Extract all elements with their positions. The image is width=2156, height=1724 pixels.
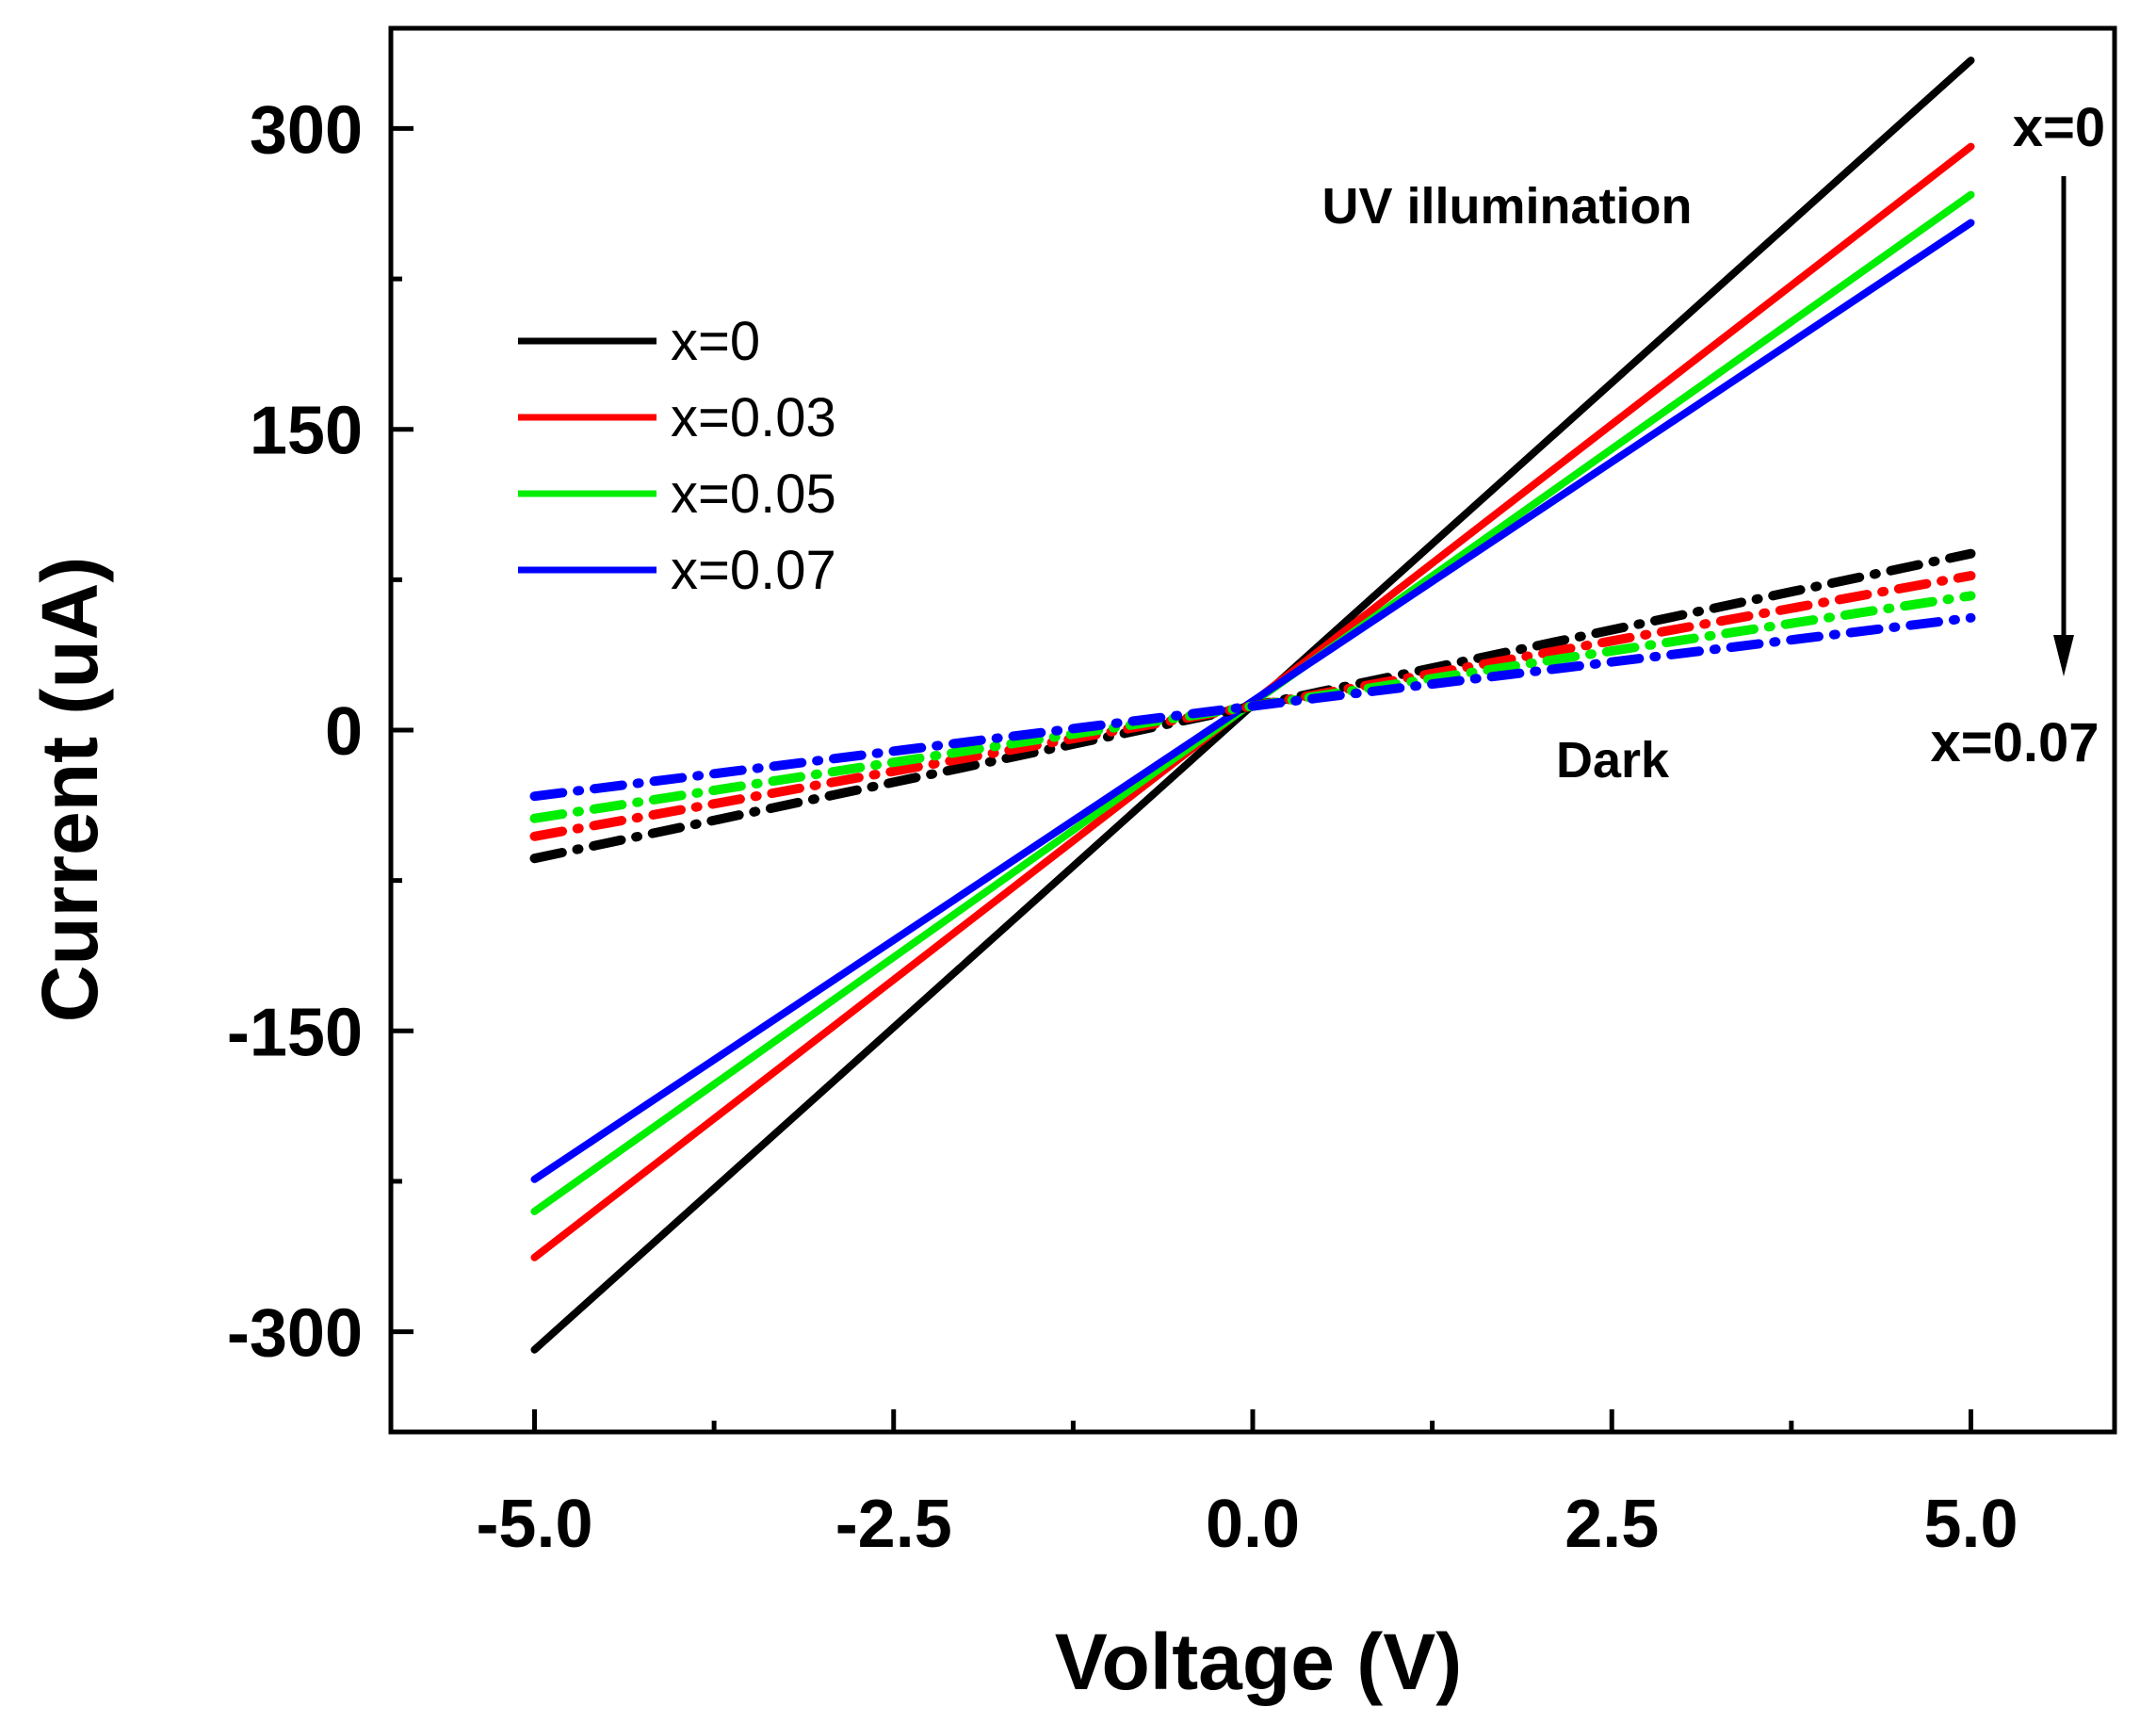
trend-arrow-head-icon — [2053, 635, 2074, 676]
y-tick-label: -300 — [227, 1296, 363, 1372]
uv-series-x007-line — [530, 219, 1975, 1183]
dark-series-x007-line — [529, 612, 1976, 802]
x-tick-label: -2.5 — [835, 1487, 952, 1562]
uv-illumination-label: UV illumination — [1321, 178, 1692, 235]
y-tick-label: 300 — [250, 92, 363, 168]
legend-label-x003: x=0.03 — [671, 387, 836, 448]
x-tick-label: -5.0 — [476, 1487, 592, 1562]
arrow-bottom-label: x=0.07 — [1930, 712, 2099, 773]
x-tick-label: 2.5 — [1564, 1487, 1659, 1562]
y-tick-label: 150 — [250, 394, 363, 469]
legend-label-x007: x=0.07 — [671, 540, 836, 601]
y-tick-label: 0 — [325, 694, 363, 770]
axes-layer: -5.0 -2.5 0.0 2.5 5.0 -300 -150 0 150 300 — [227, 25, 2117, 1562]
y-tick-label: -150 — [227, 995, 363, 1070]
y-axis-title: Current (uA) — [25, 557, 114, 1023]
legend: x=0 x=0.03 x=0.05 x=0.07 — [518, 311, 836, 601]
legend-label-x0: x=0 — [671, 311, 760, 372]
x-axis-title: Voltage (V) — [1055, 1618, 1462, 1706]
series-layer — [529, 57, 1976, 1354]
arrow-top-label: x=0 — [2013, 97, 2105, 158]
dark-label: Dark — [1556, 732, 1670, 789]
x-tick-label: 0.0 — [1206, 1487, 1300, 1562]
x-tick-label: 5.0 — [1923, 1487, 2018, 1562]
legend-label-x005: x=0.05 — [671, 464, 836, 525]
